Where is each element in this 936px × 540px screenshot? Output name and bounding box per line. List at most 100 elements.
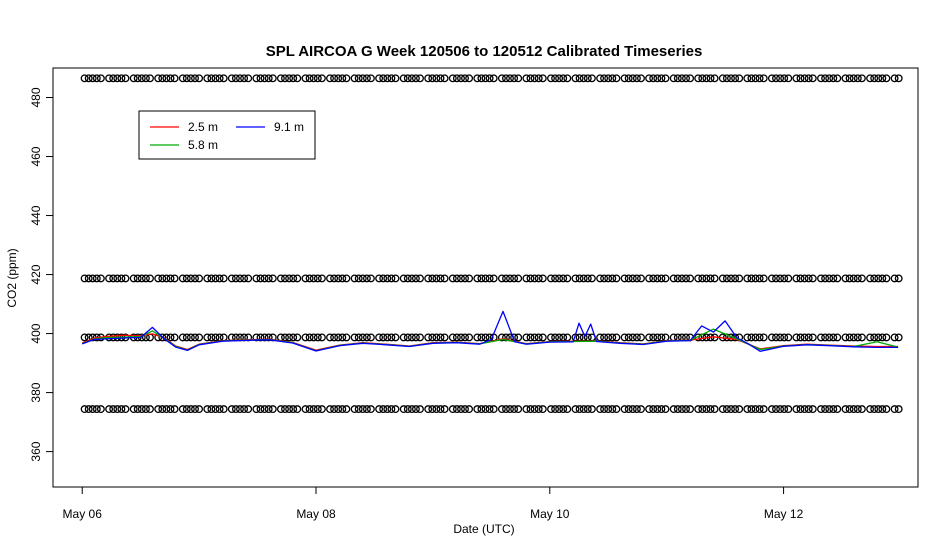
calibration-point [227, 74, 236, 83]
calibration-point [109, 274, 118, 283]
calibration-point [530, 74, 539, 83]
calibration-point [252, 274, 261, 283]
calibration-point [215, 74, 224, 83]
calibration-point [624, 405, 633, 414]
calibration-point [236, 405, 244, 414]
calibration-point [416, 333, 424, 342]
calibration-point [133, 405, 142, 414]
calibration-point [702, 274, 711, 283]
calibration-point [96, 274, 105, 283]
calibration-point [305, 74, 314, 83]
calibration-point [735, 274, 744, 283]
calibration-point [694, 274, 703, 283]
calibration-point [649, 333, 658, 342]
calibration-point [383, 405, 392, 414]
calibration-point [759, 405, 768, 414]
calibration-point [121, 74, 130, 83]
calibration-point [825, 274, 834, 283]
calibration-point [870, 274, 879, 283]
y-tick-label: 400 [29, 323, 43, 343]
calibration-point [84, 74, 93, 83]
calibration-point [890, 274, 899, 283]
calibration-point [612, 274, 621, 283]
calibration-point [293, 333, 302, 342]
calibration-point [620, 405, 629, 414]
calibration-point [587, 274, 596, 283]
calibration-point [804, 274, 813, 283]
calibration-point [207, 405, 216, 414]
calibration-point [195, 333, 204, 342]
calibration-point [436, 74, 445, 83]
calibration-point [379, 274, 388, 283]
legend-label: 2.5 m [188, 120, 218, 134]
calibration-point [268, 74, 277, 83]
calibration-point [88, 74, 97, 83]
calibration-point [808, 274, 817, 283]
calibration-point [653, 274, 662, 283]
calibration-point [817, 274, 825, 283]
calibration-point [849, 274, 858, 283]
calibration-point [366, 333, 375, 342]
calibration-point [677, 405, 686, 414]
calibration-point [551, 333, 560, 342]
calibration-point [256, 333, 265, 342]
calibration-point [379, 333, 388, 342]
calibration-point [894, 333, 903, 342]
calibration-point [477, 74, 486, 83]
y-tick-label: 360 [29, 441, 43, 461]
calibration-point [326, 74, 334, 83]
calibration-point [776, 333, 785, 342]
calibration-point [849, 333, 858, 342]
calibration-point [526, 405, 535, 414]
calibration-point [677, 274, 686, 283]
calibration-point [117, 274, 126, 283]
calibration-point [88, 405, 97, 414]
calibration-point [727, 405, 735, 414]
calibration-point [105, 274, 114, 283]
calibration-point [203, 405, 212, 414]
calibration-point [780, 333, 789, 342]
calibration-point [342, 74, 351, 83]
calibration-point [776, 405, 785, 414]
calibration-point [624, 333, 633, 342]
calibration-point [502, 405, 510, 414]
calibration-point [583, 405, 592, 414]
calibration-point [105, 405, 114, 414]
calibration-point [375, 333, 384, 342]
calibration-point [608, 333, 617, 342]
calibration-point [121, 274, 130, 283]
calibration-point [747, 274, 756, 283]
calibration-point [383, 333, 392, 342]
calibration-point [497, 74, 506, 83]
calibration-point [551, 74, 560, 83]
calibration-point [890, 333, 899, 342]
calibration-point [285, 405, 294, 414]
calibration-point [92, 405, 101, 414]
calibration-point [731, 74, 740, 83]
calibration-point [285, 274, 294, 283]
calibration-point [461, 274, 469, 283]
calibration-point [894, 74, 903, 83]
calibration-point [92, 74, 101, 83]
calibration-point [563, 405, 572, 414]
calibration-point [735, 405, 744, 414]
calibration-point [236, 74, 244, 83]
calibration-point [628, 74, 637, 83]
calibration-point [882, 274, 891, 283]
calibration-point [92, 274, 101, 283]
calibration-point [338, 274, 347, 283]
calibration-point [657, 274, 666, 283]
legend: 2.5 m 5.8 m 9.1 m [138, 110, 316, 160]
calibration-point [428, 74, 437, 83]
calibration-point [264, 74, 273, 83]
calibration-point [755, 405, 764, 414]
calibration-point [530, 274, 539, 283]
calibration-point [186, 274, 195, 283]
calibration-point [657, 405, 666, 414]
calibration-point [620, 274, 629, 283]
calibration-point [804, 74, 813, 83]
calibration-point [882, 74, 891, 83]
calibration-point [857, 274, 866, 283]
calibration-point [526, 333, 535, 342]
calibration-point [109, 405, 118, 414]
